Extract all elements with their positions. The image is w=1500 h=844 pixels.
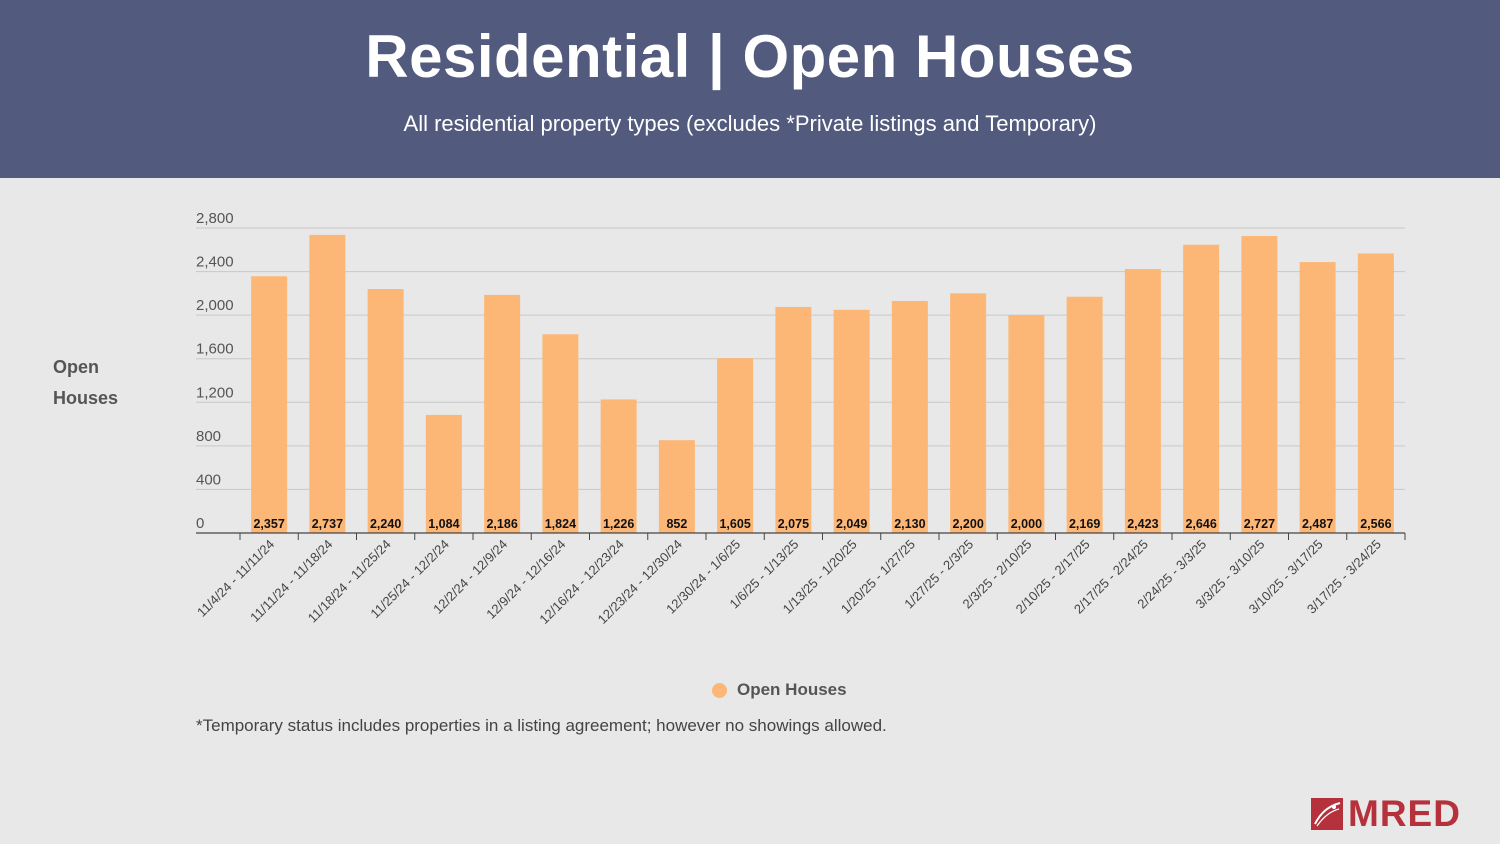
bar bbox=[717, 358, 754, 533]
bar bbox=[1183, 244, 1220, 533]
bar bbox=[1357, 253, 1394, 533]
mred-logo-text: MRED bbox=[1348, 793, 1461, 834]
data-label: 2,169 bbox=[1069, 517, 1100, 531]
bar bbox=[950, 293, 987, 533]
data-label: 2,423 bbox=[1127, 517, 1158, 531]
legend-swatch bbox=[712, 682, 727, 698]
bars bbox=[251, 234, 1394, 534]
bar bbox=[658, 440, 695, 533]
axes bbox=[196, 532, 1406, 540]
data-label: 2,186 bbox=[486, 517, 517, 531]
data-label: 2,566 bbox=[1360, 517, 1391, 531]
footnote: *Temporary status includes properties in… bbox=[196, 716, 887, 735]
y-axis-label: Open Houses bbox=[53, 357, 119, 408]
bar bbox=[1241, 235, 1278, 533]
page-subtitle: All residential property types (excludes… bbox=[403, 111, 1097, 136]
bar bbox=[833, 309, 870, 533]
data-label: 1,824 bbox=[545, 517, 576, 531]
y-tick-label: 1,600 bbox=[196, 341, 234, 358]
y-tick-label: 1,200 bbox=[196, 384, 234, 401]
bar bbox=[251, 276, 288, 533]
data-label: 1,084 bbox=[428, 517, 459, 531]
y-tick-label: 2,800 bbox=[196, 210, 234, 227]
data-label: 2,200 bbox=[952, 517, 983, 531]
bar bbox=[425, 414, 462, 533]
header-banner: Residential | Open Houses All residentia… bbox=[0, 0, 1500, 178]
data-label: 1,226 bbox=[603, 517, 634, 531]
data-label: 2,049 bbox=[836, 517, 867, 531]
data-label: 852 bbox=[666, 517, 687, 531]
bar bbox=[542, 334, 579, 533]
data-label: 2,075 bbox=[778, 517, 809, 531]
bar bbox=[309, 234, 346, 534]
bar bbox=[1299, 262, 1336, 533]
data-label: 2,646 bbox=[1185, 517, 1216, 531]
data-label: 2,727 bbox=[1244, 517, 1275, 531]
bar bbox=[600, 399, 637, 533]
y-tick-label: 0 bbox=[196, 515, 204, 532]
bar bbox=[1124, 269, 1161, 533]
data-label: 2,487 bbox=[1302, 517, 1333, 531]
bar bbox=[484, 294, 521, 533]
data-label: 1,605 bbox=[719, 517, 750, 531]
legend-label: Open Houses bbox=[737, 680, 847, 699]
data-label: 2,357 bbox=[253, 517, 284, 531]
y-tick-label: 800 bbox=[196, 428, 221, 445]
bar-chart: 0 400 800 1,200 1,600 2,000 2,400 2,800 2,357 2,7… bbox=[194, 210, 1406, 627]
bar bbox=[367, 289, 404, 533]
chart-legend: Open Houses bbox=[712, 680, 847, 700]
mred-logo: MRED bbox=[1311, 793, 1461, 834]
bar bbox=[775, 306, 812, 533]
data-label: 2,240 bbox=[370, 517, 401, 531]
y-tick-label: 2,000 bbox=[196, 297, 234, 314]
bar bbox=[1066, 296, 1103, 533]
data-label: 2,000 bbox=[1011, 517, 1042, 531]
bar bbox=[891, 300, 928, 533]
data-label: 2,130 bbox=[894, 517, 925, 531]
data-label: 2,737 bbox=[312, 517, 343, 531]
y-tick-label: 2,400 bbox=[196, 254, 234, 271]
y-tick-label: 400 bbox=[196, 471, 221, 488]
page-title: Residential | Open Houses bbox=[365, 23, 1135, 90]
bar bbox=[1008, 315, 1045, 533]
mred-logo-mark-icon bbox=[1311, 798, 1343, 830]
